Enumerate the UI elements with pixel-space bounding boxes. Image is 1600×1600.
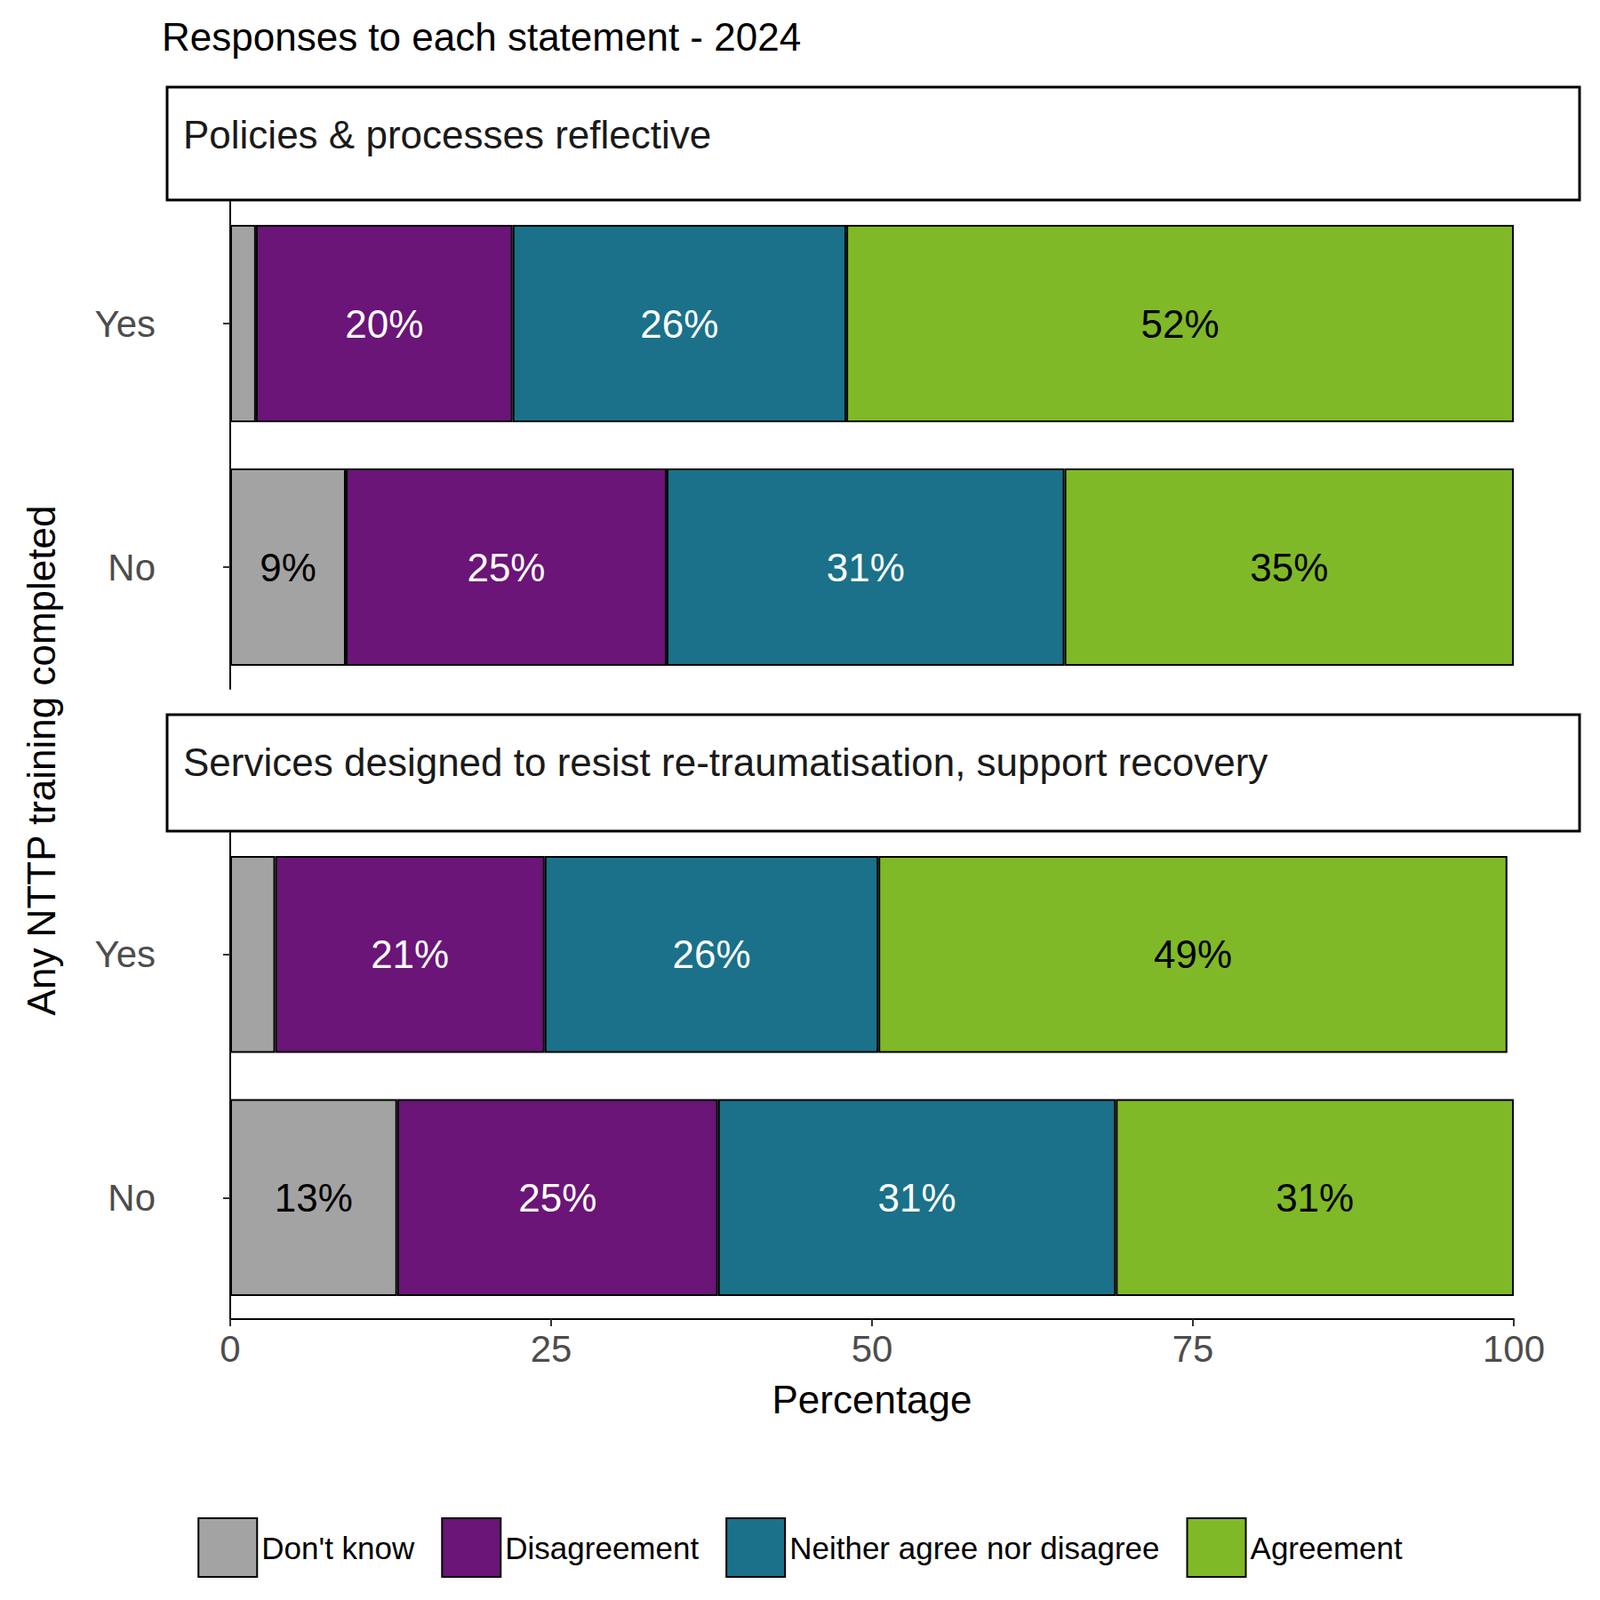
svg-text:26%: 26% <box>640 302 719 346</box>
svg-text:25%: 25% <box>518 1176 597 1220</box>
svg-text:Yes: Yes <box>94 933 156 976</box>
svg-text:35%: 35% <box>1249 545 1328 590</box>
svg-text:52%: 52% <box>1141 302 1220 346</box>
svg-text:31%: 31% <box>1275 1176 1354 1220</box>
svg-text:9%: 9% <box>259 545 317 590</box>
svg-text:Policies & processes reflectiv: Policies & processes reflective <box>183 112 712 157</box>
svg-text:25%: 25% <box>466 545 545 590</box>
svg-text:49%: 49% <box>1153 932 1232 976</box>
svg-text:0: 0 <box>219 1328 240 1370</box>
svg-text:Responses to each statement -: Responses to each statement - 2024 <box>161 15 801 59</box>
svg-text:Disagreement: Disagreement <box>504 1530 699 1566</box>
svg-text:Services designed to resist re: Services designed to resist re-traumatis… <box>183 740 1268 784</box>
svg-text:31%: 31% <box>826 545 905 590</box>
svg-text:100: 100 <box>1482 1328 1545 1370</box>
svg-text:25: 25 <box>530 1328 573 1370</box>
svg-text:Percentage: Percentage <box>771 1377 972 1422</box>
svg-text:20%: 20% <box>344 302 424 346</box>
svg-text:Yes: Yes <box>94 303 156 345</box>
svg-text:50: 50 <box>851 1328 894 1370</box>
svg-text:21%: 21% <box>370 932 449 976</box>
svg-text:31%: 31% <box>878 1176 957 1220</box>
svg-text:75: 75 <box>1172 1328 1215 1370</box>
svg-text:Any NTTP training completed: Any NTTP training completed <box>19 505 64 1016</box>
svg-text:No: No <box>107 1176 156 1219</box>
svg-text:No: No <box>107 546 156 589</box>
svg-text:13%: 13% <box>274 1176 353 1220</box>
svg-text:Agreement: Agreement <box>1250 1530 1403 1566</box>
svg-text:Don't know: Don't know <box>261 1530 416 1566</box>
svg-text:Neither agree nor disagree: Neither agree nor disagree <box>789 1530 1160 1566</box>
svg-text:26%: 26% <box>672 932 751 976</box>
